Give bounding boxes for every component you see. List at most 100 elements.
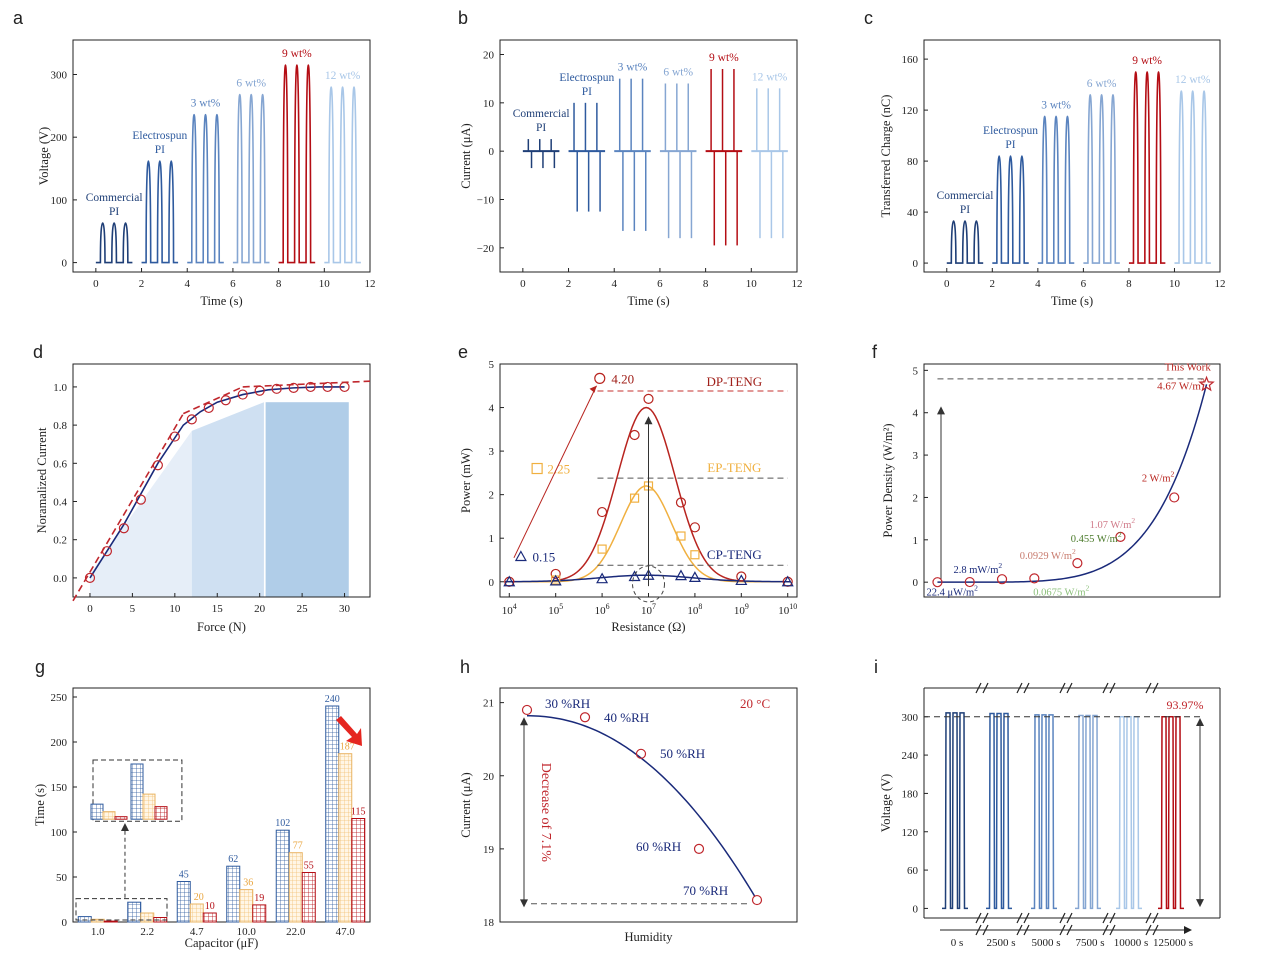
stability-series-5 xyxy=(1158,716,1184,910)
data-point xyxy=(996,574,1008,585)
x-axis-label: Force (N) xyxy=(197,620,246,634)
series-4-trace xyxy=(278,64,316,264)
y-tick-label: 0 xyxy=(913,258,919,270)
data-point xyxy=(1169,492,1180,503)
y-axis-label: Voltage (V) xyxy=(37,127,51,185)
y-tick-label: 3 xyxy=(913,450,919,462)
x-tick-label: 106 xyxy=(595,602,610,617)
x-tick-label: 22.0 xyxy=(286,926,306,938)
data-point xyxy=(101,546,113,557)
value-label: 22.4 μW/m2 xyxy=(927,584,979,599)
data-point xyxy=(254,385,265,396)
inset-bar-dp xyxy=(90,803,104,820)
value-label: 2 W/m2 xyxy=(1142,469,1175,484)
x-tick-label: 2 xyxy=(566,278,572,290)
y-tick-label: 2 xyxy=(489,490,495,502)
y-tick-label: 80 xyxy=(907,156,919,168)
legend-marker-ep xyxy=(531,462,543,475)
data-point xyxy=(339,381,350,393)
data-point xyxy=(203,402,214,414)
series-label: 9 wt% xyxy=(709,52,739,64)
dp-point xyxy=(675,497,687,508)
value-label: 2.8 mW/m2 xyxy=(953,561,1002,576)
y-tick-label: 50 xyxy=(56,872,68,884)
retention-label: 93.97% xyxy=(1167,698,1204,712)
series-label: Commercial xyxy=(513,108,570,120)
data-point xyxy=(237,389,248,400)
data-point xyxy=(118,523,130,534)
bar-value-label: 45 xyxy=(179,870,189,881)
bar-cp xyxy=(103,920,118,923)
x-tick-label: 6 xyxy=(657,278,663,290)
dp-point xyxy=(643,393,654,404)
panel-b: b 20 10 0 −10 −20 0 2 4 6 8 10 12 Current (μA) Time (s… xyxy=(458,8,803,308)
x-tick-label: 0 xyxy=(520,278,526,290)
humidity-label: 40 %RH xyxy=(604,710,649,725)
series-label: PI xyxy=(960,204,970,216)
bar-value-label: 20 xyxy=(194,892,204,903)
ep-point xyxy=(690,550,700,560)
series-0-trace xyxy=(95,222,133,264)
y-tick-label: 0.8 xyxy=(53,420,67,432)
y-tick-label: 0.0 xyxy=(53,573,67,585)
axis-break-bottom xyxy=(1016,912,1030,924)
y-tick-label: 2 xyxy=(913,492,919,504)
humidity-label: 70 %RH xyxy=(683,883,728,898)
data-point xyxy=(169,431,180,442)
y-tick-label: 0 xyxy=(62,258,68,270)
cp-point xyxy=(674,569,688,581)
y-tick-label: 120 xyxy=(902,827,919,839)
x-tick-label: 2.2 xyxy=(140,926,154,938)
panel-letter: h xyxy=(460,657,470,677)
peak-value-dp: 4.20 xyxy=(611,371,634,386)
x-axis-label: Time (s) xyxy=(1051,294,1093,308)
series-label: 12 wt% xyxy=(325,70,361,82)
data-point xyxy=(305,381,316,393)
region-mid-force xyxy=(191,402,264,597)
x-tick-label: 4 xyxy=(184,278,190,290)
y-tick-label: 200 xyxy=(51,737,68,749)
x-tick-label: 2 xyxy=(990,278,996,290)
humidity-label: 50 %RH xyxy=(660,746,705,761)
stability-series-3 xyxy=(1075,714,1101,910)
dp-point xyxy=(736,571,747,582)
decrease-arrow-head-bottom xyxy=(520,899,528,908)
ep-point xyxy=(629,493,640,503)
dp-point xyxy=(596,506,608,518)
x-tick-label: 12 xyxy=(792,278,803,290)
x-tick-label: 8 xyxy=(276,278,282,290)
y-tick-label: 0 xyxy=(913,577,919,589)
value-label: 1.07 W/m2 xyxy=(1090,516,1136,531)
x-tick-label: 5 xyxy=(130,603,136,615)
plot-frame xyxy=(72,687,371,923)
series-0-trace xyxy=(946,220,984,264)
y-tick-label: 0 xyxy=(62,917,68,929)
bar-cp xyxy=(351,818,366,923)
y-tick-label: 300 xyxy=(51,69,68,81)
time-label: 2500 s xyxy=(986,937,1015,949)
data-point xyxy=(1115,531,1126,542)
x-tick-label: 8 xyxy=(703,278,709,290)
plot-frame xyxy=(72,363,371,598)
y-tick-label: 20 xyxy=(483,771,495,783)
series-3-trace xyxy=(232,93,270,264)
cp-point xyxy=(596,572,609,584)
bar-value-label: 10 xyxy=(205,901,215,912)
axis-break-top xyxy=(1145,682,1159,694)
y-tick-label: 100 xyxy=(51,827,68,839)
series-label: 3 wt% xyxy=(191,98,221,110)
y-tick-label: 240 xyxy=(902,750,919,762)
x-tick-label: 15 xyxy=(212,603,224,615)
data-point xyxy=(152,460,163,471)
series-label: 6 wt% xyxy=(236,78,266,90)
axis-break-top xyxy=(1016,682,1030,694)
trend-arrow xyxy=(513,385,597,559)
x-tick-label: 10 xyxy=(746,278,758,290)
panel-h: h 18 19 20 21 Current (μA) Humidity 30 %RH 40 %R… xyxy=(459,657,798,944)
y-tick-label: 60 xyxy=(907,865,919,877)
panel-i: i 0 60 120 180 240 300 Voltage (V) 0 s 2500 s 5000… xyxy=(874,657,1221,949)
y-tick-label: −10 xyxy=(477,195,495,207)
value-label: 0.0929 W/m2 xyxy=(1020,547,1076,562)
series-5-trace xyxy=(1174,90,1211,264)
data-point xyxy=(271,383,282,394)
